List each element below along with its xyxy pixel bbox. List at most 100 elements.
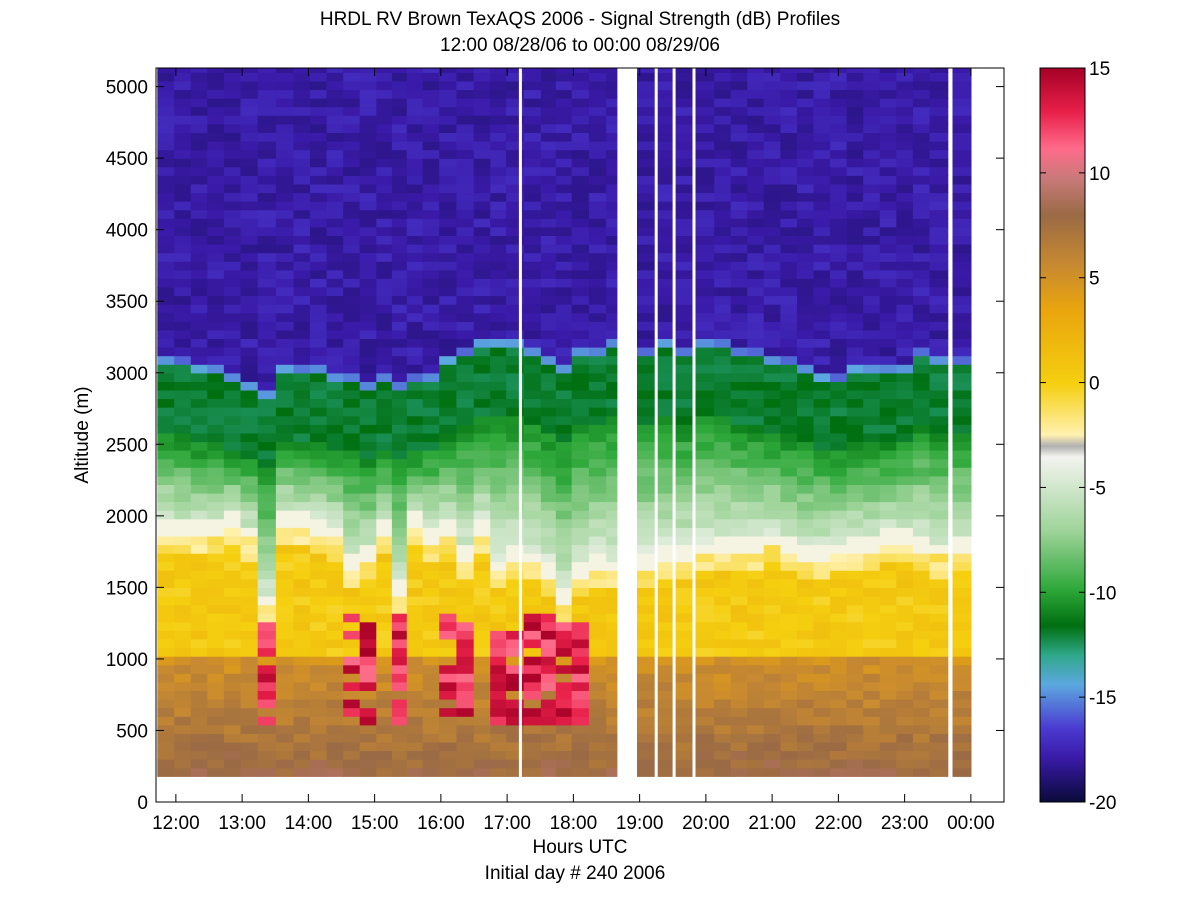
heatmap-cell: [540, 278, 557, 288]
heatmap-cell: [257, 750, 277, 760]
heatmap-cell: [157, 587, 175, 597]
heatmap-cell: [391, 304, 408, 314]
heatmap-cell: [747, 750, 765, 760]
heatmap-cell: [240, 175, 259, 185]
heatmap-cell: [694, 587, 715, 597]
heatmap-cell: [523, 415, 542, 425]
heatmap-cell: [456, 338, 475, 348]
heatmap-cell: [694, 544, 715, 554]
heatmap-cell: [207, 544, 225, 554]
heatmap-cell: [655, 450, 675, 460]
heatmap-cell: [780, 218, 798, 228]
heatmap-cell: [747, 690, 765, 700]
heatmap-cell: [506, 690, 525, 700]
heatmap-cell: [588, 244, 607, 254]
heatmap-cell: [879, 389, 897, 400]
heatmap-cell: [571, 304, 590, 314]
heatmap-cell: [506, 510, 525, 520]
heatmap-cell: [896, 621, 914, 631]
heatmap-cell: [571, 578, 590, 588]
heatmap-cell: [540, 518, 557, 528]
heatmap-cell: [637, 458, 657, 468]
heatmap-cell: [929, 166, 949, 176]
heatmap-cell: [714, 604, 732, 614]
heatmap-cell: [655, 741, 675, 752]
heatmap-cell: [655, 535, 675, 546]
heatmap-cell: [555, 673, 573, 683]
heatmap-cell: [588, 312, 607, 322]
heatmap-cell: [359, 72, 377, 82]
heatmap-cell: [310, 492, 328, 503]
heatmap-cell: [571, 724, 590, 734]
heatmap-cell: [747, 166, 765, 176]
heatmap-cell: [863, 252, 881, 262]
heatmap-cell: [223, 415, 242, 425]
heatmap-cell: [655, 492, 675, 503]
heatmap-cell: [473, 166, 491, 176]
heatmap-cell: [190, 338, 208, 348]
heatmap-cell: [571, 681, 590, 691]
heatmap-cell: [157, 338, 175, 348]
heatmap-cell: [780, 535, 798, 546]
heatmap-cell: [343, 578, 361, 588]
heatmap-cell: [257, 415, 277, 425]
heatmap-cell: [490, 115, 507, 125]
heatmap-cell: [157, 475, 175, 485]
heatmap-cell: [406, 673, 424, 683]
heatmap-cell: [555, 716, 573, 726]
heatmap-cell: [912, 733, 931, 743]
heatmap-cell: [896, 587, 914, 597]
heatmap-cell: [190, 716, 208, 726]
heatmap-cell: [879, 364, 897, 374]
heatmap-cell: [571, 518, 590, 528]
heatmap-cell: [763, 621, 781, 631]
heatmap-cell: [456, 158, 475, 168]
heatmap-cell: [240, 432, 259, 443]
heatmap-cell: [326, 741, 344, 752]
heatmap-cell: [929, 321, 949, 331]
heatmap-cell: [674, 492, 696, 503]
heatmap-cell: [326, 68, 344, 73]
heatmap-cell: [257, 570, 277, 580]
heatmap-cell: [473, 475, 491, 485]
heatmap-cell: [606, 192, 625, 202]
heatmap-cell: [655, 690, 675, 700]
heatmap-cell: [797, 80, 815, 91]
heatmap-cell: [730, 467, 748, 477]
heatmap-cell: [422, 492, 440, 503]
heatmap-cell: [571, 458, 590, 468]
heatmap-cell: [240, 484, 259, 494]
heatmap-cell: [730, 621, 748, 631]
heatmap-cell: [929, 621, 949, 631]
heatmap-cell: [310, 647, 328, 657]
heatmap-cell: [157, 89, 175, 99]
heatmap-cell: [343, 338, 361, 348]
heatmap-cell: [343, 347, 361, 357]
heatmap-cell: [747, 252, 765, 262]
heatmap-cell: [157, 226, 175, 236]
heatmap-cell: [523, 192, 542, 202]
heatmap-cell: [588, 68, 607, 73]
heatmap-cell: [846, 621, 864, 631]
heatmap-cell: [846, 398, 864, 408]
heatmap-cell: [606, 209, 625, 219]
heatmap-cell: [391, 372, 408, 382]
heatmap-cell: [637, 286, 657, 297]
heatmap-cell: [863, 647, 881, 657]
heatmap-cell: [490, 570, 507, 580]
heatmap-cell: [763, 587, 781, 597]
heatmap-cell: [190, 501, 208, 511]
heatmap-cell: [523, 347, 542, 357]
heatmap-cell: [655, 699, 675, 709]
heatmap-cell: [797, 415, 815, 425]
heatmap-cell: [714, 235, 732, 245]
heatmap-cell: [763, 286, 781, 297]
heatmap-cell: [694, 518, 715, 528]
heatmap-cell: [588, 656, 607, 666]
heatmap-cell: [571, 424, 590, 434]
heatmap-cell: [846, 475, 864, 485]
heatmap-cell: [343, 707, 361, 717]
heatmap-cell: [456, 587, 475, 597]
heatmap-cell: [655, 759, 675, 769]
heatmap-cell: [422, 630, 440, 640]
